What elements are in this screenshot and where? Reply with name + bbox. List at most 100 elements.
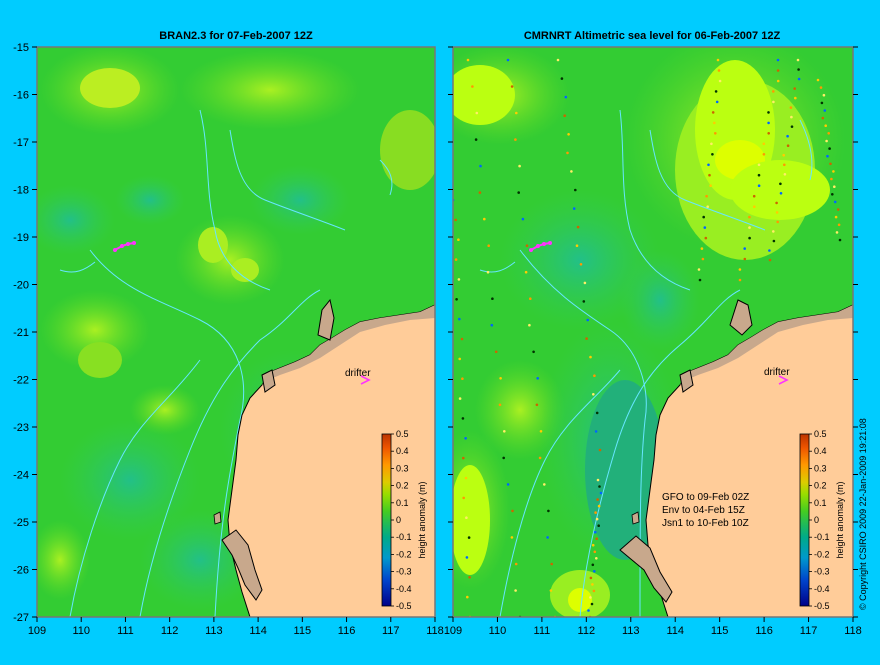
track-point (703, 226, 707, 229)
x-tick-label: 113 (205, 625, 223, 637)
x-tick-label: 109 (28, 625, 46, 637)
track-point (718, 79, 722, 83)
track-point (574, 188, 577, 192)
right-anomaly-field: drifter GFO to 09-Feb 02Z Env to 04-Feb … (453, 47, 853, 617)
track-point (830, 177, 833, 181)
track-point (597, 524, 600, 527)
track-point (511, 509, 514, 513)
track-point (711, 153, 714, 156)
track-point (510, 536, 514, 539)
track-point (502, 456, 506, 460)
track-point (466, 595, 469, 599)
track-point (514, 589, 517, 592)
track-point (762, 142, 766, 146)
track-point (832, 170, 835, 173)
track-point (717, 69, 721, 72)
track-point (782, 153, 785, 157)
track-point (592, 589, 596, 593)
track-point (824, 124, 827, 127)
track-point (701, 257, 705, 261)
track-point (790, 125, 794, 128)
x-tick-label: 117 (800, 625, 818, 637)
copyright-notice: © Copyright CSIRO 2009 22-Jan-2009 19:21… (858, 418, 868, 610)
track-point (738, 268, 742, 271)
track-point (455, 298, 458, 301)
left-drifter-label: drifter (345, 368, 371, 379)
track-point (789, 106, 793, 109)
y-tick-label: -22 (13, 375, 29, 387)
track-point (709, 184, 712, 187)
left-map-panel: BRAN2.3 for 07-Feb-2007 12Z (13, 30, 444, 637)
left-anomaly-field: drifter (37, 47, 435, 617)
y-tick-label: -19 (13, 232, 29, 244)
track-point (748, 236, 751, 240)
x-tick-label: 109 (444, 625, 462, 637)
track-point (572, 207, 576, 210)
colorbar-tick-label: -0.2 (396, 549, 412, 559)
track-point (458, 317, 461, 321)
x-tick-label: 111 (534, 625, 551, 637)
x-tick-label: 112 (578, 625, 596, 637)
track-point (514, 562, 518, 566)
track-point (547, 509, 550, 513)
track-point (762, 153, 766, 156)
x-tick-label: 114 (666, 625, 684, 637)
colorbar-tick-label: -0.2 (814, 549, 830, 559)
y-tick-label: -18 (13, 185, 29, 197)
track-point (506, 58, 510, 62)
colorbar-tick-label: 0.3 (814, 463, 827, 473)
track-point (697, 268, 701, 271)
track-point (550, 562, 553, 566)
track-point (711, 111, 715, 114)
track-point (563, 114, 566, 117)
y-tick-label: -21 (13, 327, 29, 339)
track-point (713, 121, 716, 125)
colorbar-tick-label: 0.3 (396, 463, 409, 473)
track-point (570, 170, 573, 173)
colorbar-tick-label: 0.4 (814, 446, 827, 456)
track-point (539, 430, 543, 433)
track-point (529, 297, 532, 301)
x-tick-label: 116 (755, 625, 773, 637)
track-point (506, 483, 510, 486)
colorbar-tick-label: 0.2 (396, 481, 409, 491)
track-point (515, 111, 518, 115)
track-point (594, 430, 598, 433)
track-point (823, 109, 827, 112)
track-point (589, 355, 592, 359)
y-tick-label: -24 (13, 470, 29, 482)
right-colorbar-label: height anomaly (m) (835, 481, 845, 558)
y-tick-label: -17 (13, 137, 29, 149)
track-point (538, 456, 542, 460)
track-point (549, 589, 553, 592)
track-point (776, 79, 780, 83)
track-point (776, 58, 780, 62)
right-drifter-track (529, 241, 552, 252)
track-point (478, 191, 482, 194)
track-point (757, 184, 761, 187)
track-point (786, 144, 790, 147)
track-point (767, 111, 770, 114)
track-point (525, 244, 529, 247)
track-point (833, 200, 837, 204)
track-point (775, 211, 779, 214)
x-tick-label: 112 (161, 625, 179, 637)
track-point (591, 543, 595, 547)
track-point (471, 85, 474, 88)
left-colorbar-label: height anomaly (m) (417, 481, 427, 558)
track-point (461, 377, 464, 381)
track-point (535, 403, 539, 407)
track-point (510, 85, 514, 88)
track-point (835, 231, 839, 234)
track-point (556, 58, 560, 62)
right-drifter-arrow-icon (778, 375, 789, 385)
track-point (753, 205, 756, 208)
track-point (457, 238, 460, 241)
track-point (714, 90, 718, 93)
track-point (479, 164, 482, 168)
track-point (583, 281, 587, 285)
track-point (748, 215, 751, 219)
track-point (582, 300, 586, 303)
track-point (575, 244, 579, 247)
